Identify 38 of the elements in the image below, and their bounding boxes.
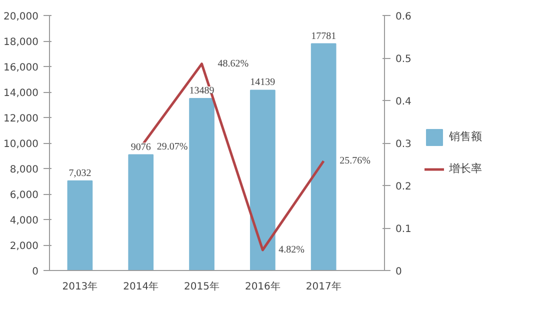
data-label: 29.07% <box>156 141 188 152</box>
y-tick-label: 18,000 <box>4 37 39 48</box>
y-tick-label: 0 <box>32 266 39 278</box>
y-tick-label: 12,000 <box>4 114 39 124</box>
y-tick-label: 10,000 <box>4 139 39 150</box>
y-tick-label: 2,000 <box>10 241 39 252</box>
data-label: 7,032 <box>68 168 92 179</box>
x-tick-label: 2014年 <box>123 280 159 292</box>
data-label: 13489 <box>189 86 214 97</box>
y2-tick-label: 0.2 <box>396 182 412 192</box>
data-label: 25.76% <box>340 156 370 167</box>
bar <box>310 43 336 270</box>
bar <box>189 98 214 270</box>
data-label: 4.82% <box>278 244 305 256</box>
y2-tick-label: 0 <box>396 266 402 278</box>
y2-tick-label: 0.5 <box>396 54 412 65</box>
x-tick-label: 2016年 <box>244 280 280 292</box>
legend-label: 销售额 <box>449 129 482 144</box>
y2-tick-label: 0.4 <box>396 96 412 108</box>
y-tick-label: 8,000 <box>10 164 39 176</box>
bar <box>67 180 93 270</box>
y-tick-label: 16,000 <box>4 62 39 74</box>
y-tick-label: 6,000 <box>10 190 39 201</box>
y-tick-label: 4,000 <box>10 216 39 226</box>
y2-tick-label: 0.3 <box>396 139 412 150</box>
y-tick-label: 20,000 <box>4 12 39 22</box>
data-label: 17781 <box>311 30 336 42</box>
y2-tick-label: 0.6 <box>396 12 412 22</box>
data-label: 14139 <box>250 77 276 88</box>
legend-label: 增长率 <box>449 161 482 176</box>
data-label: 48.62% <box>218 58 249 70</box>
bar <box>128 154 154 270</box>
y-tick-label: 14,000 <box>4 88 39 99</box>
x-tick-label: 2017年 <box>306 280 342 292</box>
y2-tick-label: 0.1 <box>396 224 412 235</box>
x-tick-label: 2013年 <box>62 280 98 292</box>
bar <box>250 90 276 270</box>
x-tick-label: 2015年 <box>184 280 220 292</box>
